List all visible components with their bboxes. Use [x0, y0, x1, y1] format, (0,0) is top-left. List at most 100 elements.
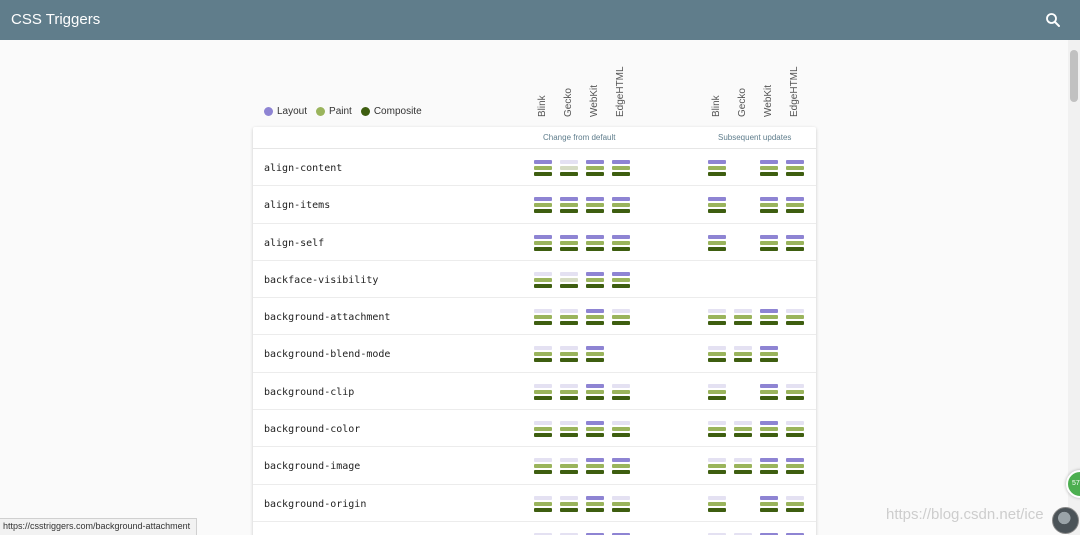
table-row[interactable]: background-position: [253, 522, 816, 535]
property-name[interactable]: background-origin: [264, 498, 367, 510]
table-row[interactable]: align-content: [253, 149, 816, 187]
trigger-cell[interactable]: [612, 160, 630, 178]
trigger-cell[interactable]: [534, 309, 552, 327]
trigger-cell[interactable]: [612, 421, 630, 439]
trigger-cell[interactable]: [760, 458, 778, 476]
trigger-cell[interactable]: [708, 160, 726, 178]
table-row[interactable]: background-color: [253, 410, 816, 448]
trigger-cell[interactable]: [734, 532, 752, 535]
trigger-cell[interactable]: [786, 197, 804, 215]
trigger-cell[interactable]: [560, 532, 578, 535]
trigger-cell[interactable]: [786, 309, 804, 327]
trigger-cell[interactable]: [786, 421, 804, 439]
scrollbar-thumb[interactable]: [1070, 50, 1078, 102]
trigger-cell[interactable]: [560, 495, 578, 514]
trigger-cell[interactable]: [708, 458, 726, 476]
table-row[interactable]: background-image: [253, 447, 816, 485]
trigger-cell[interactable]: [708, 272, 726, 290]
trigger-cell[interactable]: [560, 234, 578, 253]
table-row[interactable]: background-attachment: [253, 298, 816, 336]
trigger-cell[interactable]: [786, 234, 804, 253]
trigger-cell[interactable]: [734, 421, 752, 439]
trigger-cell[interactable]: [534, 234, 552, 253]
trigger-cell[interactable]: [786, 532, 804, 535]
trigger-cell[interactable]: [612, 346, 630, 364]
property-name[interactable]: align-items: [264, 200, 331, 212]
trigger-cell[interactable]: [560, 421, 578, 439]
trigger-cell[interactable]: [534, 160, 552, 178]
trigger-cell[interactable]: [586, 495, 604, 514]
property-name[interactable]: background-attachment: [264, 312, 391, 324]
trigger-cell[interactable]: [760, 495, 778, 514]
trigger-cell[interactable]: [586, 234, 604, 253]
trigger-cell[interactable]: [734, 346, 752, 364]
trigger-cell[interactable]: [560, 458, 578, 476]
trigger-cell[interactable]: [734, 235, 752, 253]
trigger-cell[interactable]: [586, 197, 604, 215]
trigger-cell[interactable]: [708, 197, 726, 215]
scrollbar[interactable]: [1068, 40, 1080, 535]
property-name[interactable]: background-image: [264, 461, 361, 473]
table-row[interactable]: background-origin: [253, 485, 816, 522]
trigger-cell[interactable]: [534, 458, 552, 476]
trigger-cell[interactable]: [612, 309, 630, 327]
trigger-cell[interactable]: [612, 532, 630, 535]
trigger-cell[interactable]: [560, 346, 578, 364]
trigger-cell[interactable]: [760, 532, 778, 535]
trigger-cell[interactable]: [586, 160, 604, 178]
table-row[interactable]: background-blend-mode: [253, 335, 816, 373]
trigger-cell[interactable]: [534, 271, 552, 290]
trigger-cell[interactable]: [760, 383, 778, 402]
trigger-cell[interactable]: [586, 532, 604, 535]
trigger-cell[interactable]: [708, 234, 726, 253]
trigger-cell[interactable]: [534, 346, 552, 364]
trigger-cell[interactable]: [708, 421, 726, 439]
trigger-cell[interactable]: [534, 197, 552, 215]
trigger-cell[interactable]: [612, 234, 630, 253]
trigger-cell[interactable]: [534, 532, 552, 535]
trigger-cell[interactable]: [560, 160, 578, 178]
trigger-cell[interactable]: [560, 197, 578, 215]
trigger-cell[interactable]: [760, 234, 778, 253]
trigger-cell[interactable]: [534, 383, 552, 402]
trigger-cell[interactable]: [612, 197, 630, 215]
avatar[interactable]: [1052, 507, 1079, 534]
trigger-cell[interactable]: [786, 272, 804, 290]
property-name[interactable]: background-color: [264, 424, 361, 436]
table-row[interactable]: align-self: [253, 224, 816, 261]
trigger-cell[interactable]: [560, 383, 578, 402]
trigger-cell[interactable]: [786, 346, 804, 364]
trigger-cell[interactable]: [586, 346, 604, 364]
trigger-cell[interactable]: [760, 421, 778, 439]
trigger-cell[interactable]: [534, 495, 552, 514]
trigger-cell[interactable]: [786, 383, 804, 402]
trigger-cell[interactable]: [586, 458, 604, 476]
trigger-cell[interactable]: [734, 458, 752, 476]
trigger-cell[interactable]: [560, 309, 578, 327]
property-name[interactable]: background-clip: [264, 386, 355, 398]
trigger-cell[interactable]: [760, 272, 778, 290]
trigger-cell[interactable]: [760, 160, 778, 178]
trigger-cell[interactable]: [612, 271, 630, 290]
property-name[interactable]: backface-visibility: [264, 274, 379, 286]
trigger-cell[interactable]: [586, 421, 604, 439]
trigger-cell[interactable]: [786, 495, 804, 514]
trigger-cell[interactable]: [760, 346, 778, 364]
trigger-cell[interactable]: [734, 272, 752, 290]
trigger-cell[interactable]: [734, 384, 752, 402]
property-name[interactable]: align-self: [264, 237, 325, 249]
trigger-cell[interactable]: [534, 421, 552, 439]
trigger-cell[interactable]: [586, 383, 604, 402]
trigger-cell[interactable]: [786, 458, 804, 476]
trigger-cell[interactable]: [612, 383, 630, 402]
table-row[interactable]: backface-visibility: [253, 261, 816, 299]
trigger-cell[interactable]: [586, 271, 604, 290]
property-name[interactable]: background-blend-mode: [264, 349, 391, 361]
trigger-cell[interactable]: [708, 346, 726, 364]
trigger-cell[interactable]: [612, 495, 630, 514]
trigger-cell[interactable]: [734, 309, 752, 327]
trigger-cell[interactable]: [786, 160, 804, 178]
trigger-cell[interactable]: [708, 383, 726, 402]
trigger-cell[interactable]: [734, 160, 752, 178]
table-row[interactable]: background-clip: [253, 373, 816, 411]
